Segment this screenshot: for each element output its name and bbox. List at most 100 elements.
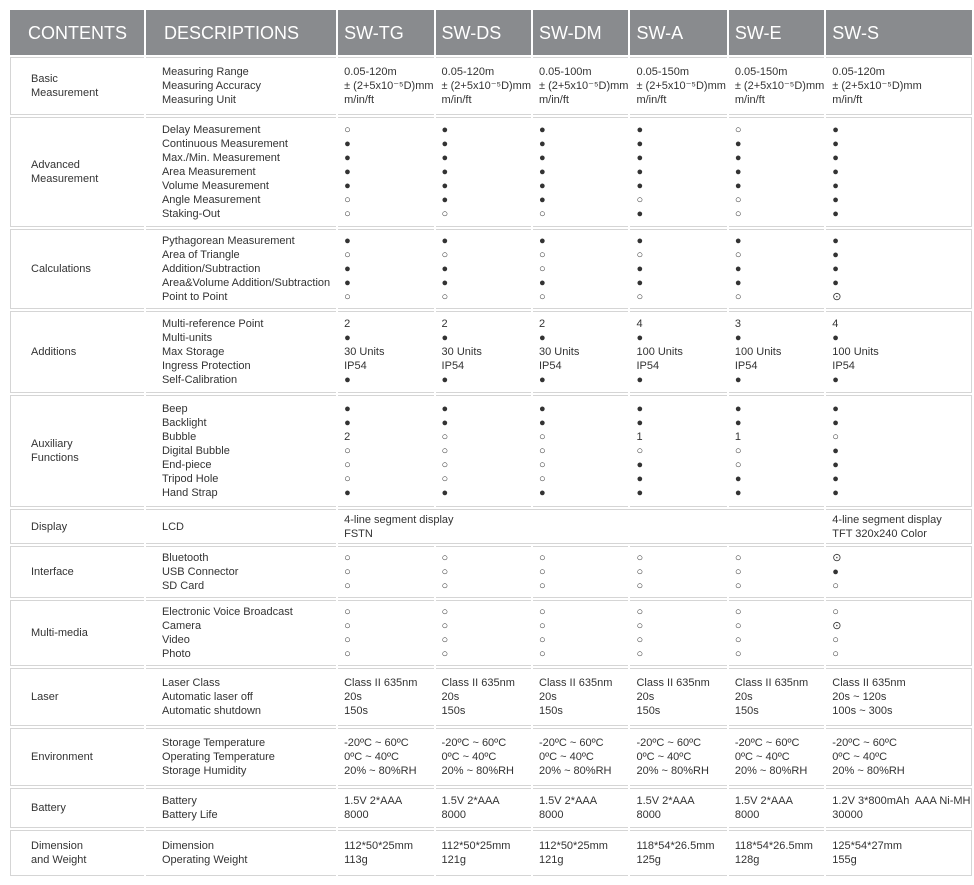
value: ○ bbox=[539, 634, 546, 646]
value: ○ bbox=[539, 249, 546, 261]
value: ● bbox=[344, 263, 351, 275]
label-line: Interface bbox=[31, 566, 74, 578]
section-row: Multi-media Electronic Voice Broadcast Cam… bbox=[10, 600, 972, 666]
description: Measuring Range bbox=[161, 66, 249, 78]
model-cell: 112*50*25mm 121g bbox=[435, 830, 531, 876]
value: ● bbox=[832, 566, 839, 578]
value: 0ºC ~ 40ºC bbox=[832, 751, 888, 763]
model-cell: 1.5V 2*AAA 8000 bbox=[630, 788, 727, 828]
value: ○ bbox=[441, 606, 449, 618]
description: Laser Class bbox=[161, 677, 221, 689]
table-body: Basic Measurement Measuring Range Measuring… bbox=[10, 57, 972, 876]
label-line: Battery bbox=[31, 802, 66, 814]
description: Area&Volume Addition/Subtraction bbox=[161, 277, 331, 289]
value: ○ bbox=[344, 194, 351, 206]
value: ● bbox=[734, 403, 742, 415]
value: m/in/ft bbox=[539, 94, 569, 106]
model-cell: -20ºC ~ 60ºC 0ºC ~ 40ºC 20% ~ 80%RH bbox=[826, 728, 972, 786]
model-cell: ● ○ ● ● ○ bbox=[630, 229, 727, 309]
column-header: DESCRIPTIONS bbox=[145, 10, 337, 55]
section-label: Environment bbox=[10, 728, 144, 786]
value: 2 bbox=[441, 318, 448, 330]
model-cell: 1.2V 3*800mAh AAA Ni-MH 30000 bbox=[826, 788, 972, 828]
description: Beep bbox=[161, 403, 188, 415]
description: Pythagorean Measurement bbox=[161, 235, 295, 247]
value: 0ºC ~ 40ºC bbox=[636, 751, 692, 763]
value: ○ bbox=[636, 552, 644, 564]
value: ● bbox=[832, 235, 839, 247]
value: ● bbox=[344, 180, 351, 192]
value: m/in/ft bbox=[344, 94, 375, 106]
label-line: Dimension bbox=[31, 840, 83, 852]
value: 2 bbox=[539, 318, 546, 330]
value: 125g bbox=[636, 854, 661, 866]
value: ○ bbox=[539, 552, 546, 564]
value: 20s bbox=[734, 691, 753, 703]
value: ○ bbox=[539, 445, 546, 457]
value: ○ bbox=[734, 124, 742, 136]
value: 112*50*25mm bbox=[441, 840, 511, 852]
descriptions: Dimension Operating Weight bbox=[145, 830, 337, 876]
value: ● bbox=[441, 138, 449, 150]
value: ● bbox=[832, 208, 839, 220]
value: ● bbox=[344, 152, 351, 164]
value: ● bbox=[636, 473, 644, 485]
value: ○ bbox=[344, 459, 351, 471]
value: 8000 bbox=[636, 809, 661, 821]
section-label: Battery bbox=[10, 788, 144, 828]
value: 100 Units bbox=[832, 346, 879, 358]
value: -20ºC ~ 60ºC bbox=[539, 737, 604, 749]
model-cell: Class II 635nm 20s 150s bbox=[435, 668, 531, 726]
value: ● bbox=[636, 138, 644, 150]
value: ● bbox=[636, 152, 644, 164]
value: m/in/ft bbox=[832, 94, 863, 106]
description: Digital Bubble bbox=[161, 445, 230, 457]
model-cell: 1.5V 2*AAA 8000 bbox=[728, 788, 825, 828]
value: ○ bbox=[539, 566, 546, 578]
value: 0.05-120m bbox=[832, 66, 885, 78]
model-cell: ○ ● ● ● ● ○ ○ bbox=[728, 117, 825, 227]
value: 100s ~ 300s bbox=[832, 705, 893, 717]
value: 20% ~ 80%RH bbox=[344, 765, 417, 777]
value: ● bbox=[539, 487, 546, 499]
model-cell: Class II 635nm 20s 150s bbox=[630, 668, 727, 726]
value: ● bbox=[441, 194, 449, 206]
value: 0.05-120m bbox=[441, 66, 495, 78]
value: -20ºC ~ 60ºC bbox=[344, 737, 409, 749]
value: ± (2+5x10⁻⁵D)mm bbox=[636, 80, 726, 92]
value: 125*54*27mm bbox=[832, 840, 903, 852]
value: ○ bbox=[344, 606, 351, 618]
value: ● bbox=[832, 180, 839, 192]
value: ○ bbox=[636, 445, 644, 457]
value: ● bbox=[636, 417, 644, 429]
value: 0.05-150m bbox=[636, 66, 690, 78]
value: m/in/ft bbox=[441, 94, 472, 106]
header-row: CONTENTS DESCRIPTIONS SW-TG SW-DS SW-DM SW-A S… bbox=[10, 10, 972, 55]
value: FSTN bbox=[344, 527, 373, 540]
section-row: Display LCD 4-line segment display FSTN 4-li… bbox=[10, 509, 972, 544]
description: Area Measurement bbox=[161, 166, 256, 178]
value: ○ bbox=[441, 459, 449, 471]
value: ± (2+5x10⁻⁵D)mm bbox=[539, 80, 629, 92]
value: Class II 635nm bbox=[539, 677, 613, 689]
value: 1 bbox=[734, 431, 741, 443]
model-cell: 4-line segment display TFT 320x240 Color bbox=[826, 509, 972, 544]
description: Storage Humidity bbox=[161, 765, 247, 777]
section-label: Multi-media bbox=[10, 600, 144, 666]
value: ● bbox=[539, 403, 546, 415]
value: ○ bbox=[734, 580, 742, 592]
value: 20% ~ 80%RH bbox=[441, 765, 515, 777]
value: ○ bbox=[441, 566, 449, 578]
value: ● bbox=[832, 194, 839, 206]
value: ● bbox=[636, 459, 644, 471]
column-header: SW-A bbox=[630, 10, 727, 55]
model-cell: ○ ○ ○ ○ bbox=[728, 600, 825, 666]
value: 20% ~ 80%RH bbox=[636, 765, 709, 777]
value: 4-line segment display bbox=[344, 513, 454, 526]
value: ● bbox=[344, 166, 351, 178]
value: 0.05-120m bbox=[344, 66, 397, 78]
model-cell: 0.05-150m ± (2+5x10⁻⁵D)mm m/in/ft bbox=[728, 57, 825, 115]
value: ○ bbox=[539, 473, 546, 485]
value: ● bbox=[539, 180, 546, 192]
value: Class II 635nm bbox=[344, 677, 418, 689]
